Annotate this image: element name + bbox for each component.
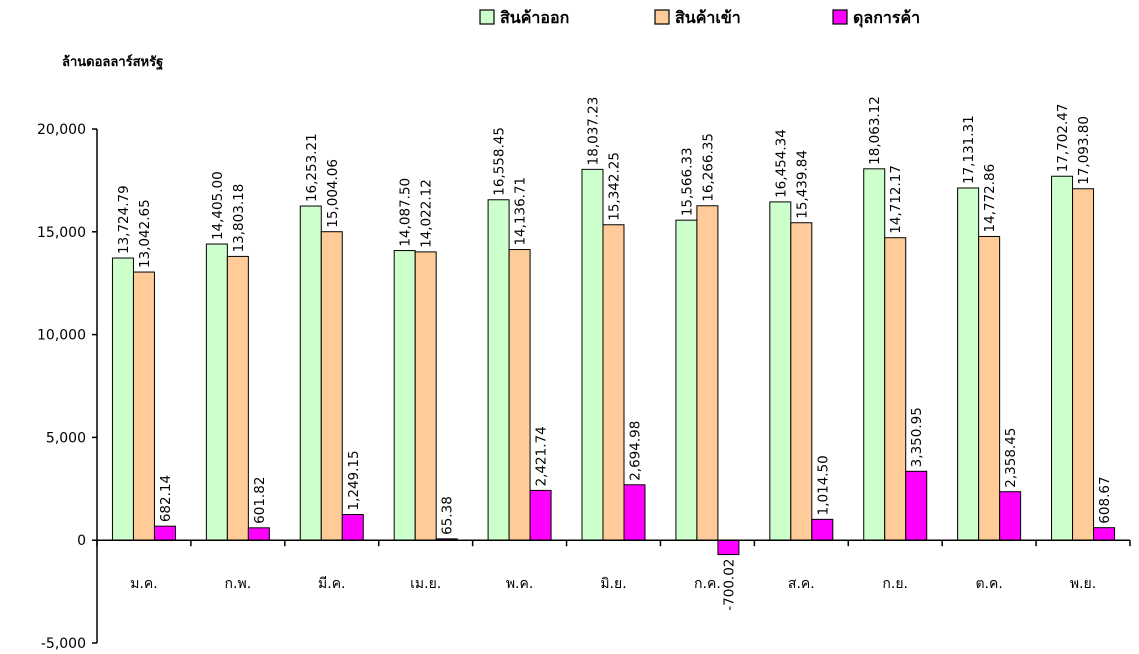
chart-legend: สินค้าออก สินค้าเข้า ดุลการค้า <box>479 8 920 28</box>
data-labels: 13,724.79 14,405.00 16,253.21 14,087.50 16,5… <box>116 96 1113 611</box>
data-label: 17,093.80 <box>1076 116 1092 185</box>
legend-label: ดุลการค้า <box>853 8 920 28</box>
y-tick-label: 20,000 <box>37 122 86 138</box>
bar-balance <box>999 491 1022 541</box>
category-label: ก.ค. <box>694 576 721 592</box>
data-label: 16,253.21 <box>304 133 320 202</box>
bar-import <box>602 224 625 541</box>
data-label: 2,358.45 <box>1003 428 1019 488</box>
bar-balance <box>529 489 552 541</box>
y-tick-label: -5,000 <box>41 636 86 652</box>
data-label: 3,350.95 <box>909 407 925 467</box>
bar-import <box>508 249 531 541</box>
bar-balance <box>623 484 646 541</box>
category-label: มี.ค. <box>318 576 346 592</box>
y-tick-label: 10,000 <box>37 328 86 344</box>
bar-export <box>205 243 228 541</box>
data-label: 15,439.84 <box>794 150 810 219</box>
legend-label: สินค้าเข้า <box>675 8 741 27</box>
data-label: 65.38 <box>440 496 456 535</box>
data-label: 16,266.35 <box>700 133 716 202</box>
bar-import <box>320 231 343 541</box>
data-label: 17,702.47 <box>1055 104 1071 173</box>
y-axis-unit-label: ล้านดอลลาร์สหรัฐ <box>62 54 163 71</box>
y-axis: 20,000 15,000 10,000 5,000 0 -5,000 <box>37 122 98 652</box>
data-label: 1,014.50 <box>815 455 831 515</box>
bar-import <box>790 222 813 541</box>
category-label: ม.ค. <box>130 576 158 592</box>
bar-balance <box>905 470 928 541</box>
category-label: เม.ย. <box>410 576 441 592</box>
bar-balance <box>153 525 176 541</box>
legend-label: สินค้าออก <box>500 8 570 27</box>
bar-import <box>132 271 155 541</box>
data-label: 18,063.12 <box>867 96 883 165</box>
category-label: ก.ย. <box>882 576 908 592</box>
data-label: 18,037.23 <box>586 97 602 166</box>
bar-balance <box>811 518 834 541</box>
bar-export <box>393 250 416 541</box>
data-label: 13,042.65 <box>137 199 153 268</box>
bar-export <box>299 205 322 541</box>
bar-balance <box>341 514 364 541</box>
bar-balance <box>247 527 270 541</box>
data-label: 14,022.12 <box>419 179 435 248</box>
bar-export <box>863 168 886 541</box>
data-label: 601.82 <box>252 477 268 524</box>
bar-balance <box>717 539 740 556</box>
bar-export <box>111 257 134 541</box>
category-label: มิ.ย. <box>600 576 626 592</box>
category-label: พ.ค. <box>506 576 534 592</box>
category-label: พ.ย. <box>1070 576 1096 592</box>
data-label: 13,724.79 <box>116 185 132 254</box>
bar-balance <box>1093 527 1116 541</box>
y-tick-label: 15,000 <box>37 225 86 241</box>
data-label: 1,249.15 <box>346 450 362 510</box>
category-label: ต.ค. <box>975 576 1002 592</box>
data-label: 17,131.31 <box>961 115 977 184</box>
bar-export <box>675 219 698 541</box>
legend-swatch <box>654 9 670 25</box>
y-tick-label: 5,000 <box>46 430 86 446</box>
legend-swatch <box>479 9 495 25</box>
x-axis: ม.ค. ก.พ. มี.ค. เม.ย. พ.ค. มิ.ย. ก.ค. ส.ค. ก.ย. ต… <box>96 539 1131 592</box>
bars <box>111 168 1116 556</box>
bar-export <box>487 199 510 541</box>
bar-import <box>696 205 719 541</box>
bar-import <box>226 255 249 541</box>
data-label: 682.14 <box>158 475 174 522</box>
bar-export <box>769 201 792 541</box>
data-label: 14,087.50 <box>398 178 414 247</box>
y-tick-label: 0 <box>77 533 86 549</box>
bar-import <box>884 237 907 541</box>
data-label: 16,454.34 <box>773 129 789 198</box>
data-label: 15,004.06 <box>325 159 341 228</box>
data-label: 15,566.33 <box>679 147 695 216</box>
bar-import <box>978 235 1001 541</box>
data-label: 14,136.71 <box>513 177 529 246</box>
data-label: 14,405.00 <box>210 171 226 240</box>
category-label: ก.พ. <box>225 576 252 592</box>
bar-import <box>1072 188 1095 541</box>
bar-export <box>581 168 604 541</box>
bar-import <box>414 251 437 541</box>
legend-swatch <box>832 9 848 25</box>
data-label: 16,558.45 <box>492 127 508 196</box>
data-label: 2,694.98 <box>628 421 644 481</box>
data-label: 14,712.17 <box>888 165 904 234</box>
data-label: 14,772.86 <box>982 164 998 233</box>
bar-export <box>1051 175 1074 541</box>
data-label: 15,342.25 <box>607 152 623 221</box>
category-label: ส.ค. <box>788 576 815 592</box>
bar-export <box>957 187 980 541</box>
data-label: -700.02 <box>721 559 737 611</box>
data-label: 13,803.18 <box>231 184 247 253</box>
data-label: 608.67 <box>1097 476 1113 523</box>
data-label: 2,421.74 <box>534 426 550 486</box>
